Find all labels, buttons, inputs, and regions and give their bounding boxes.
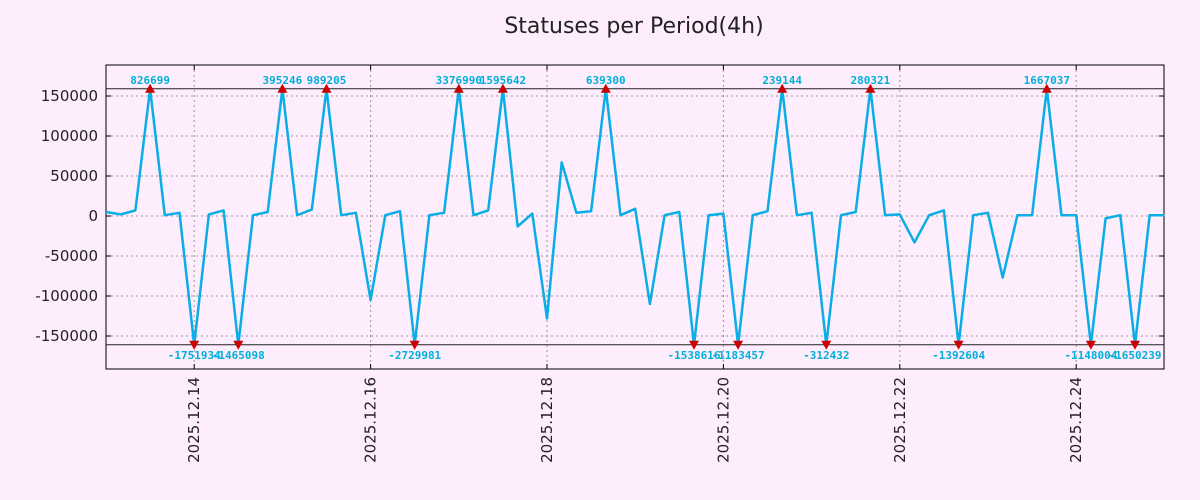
extreme-markers bbox=[145, 83, 1140, 350]
plot-area bbox=[105, 64, 1165, 370]
min-label: -1751934 bbox=[168, 349, 221, 362]
min-label: -1465098 bbox=[212, 349, 265, 362]
min-label: -312432 bbox=[803, 349, 849, 362]
max-marker bbox=[777, 83, 788, 93]
min-marker bbox=[689, 340, 699, 350]
x-tick-label: 2025.12.14 bbox=[185, 377, 203, 463]
x-tick-label: 2025.12.18 bbox=[538, 377, 556, 463]
min-label: -1148004 bbox=[1064, 349, 1117, 362]
max-label: 239144 bbox=[762, 74, 802, 87]
max-label: 280321 bbox=[851, 74, 891, 87]
x-tick-label: 2025.12.22 bbox=[891, 377, 909, 463]
y-tick-label: 50000 bbox=[50, 167, 98, 185]
max-label: 989205 bbox=[307, 74, 347, 87]
min-label: -2729981 bbox=[388, 349, 441, 362]
chart-title: Statuses per Period(4h) bbox=[504, 14, 764, 39]
x-tick-label: 2025.12.24 bbox=[1067, 377, 1085, 463]
x-tick-label: 2025.12.20 bbox=[714, 377, 732, 463]
max-marker bbox=[600, 83, 611, 93]
y-tick-label: -100000 bbox=[35, 287, 98, 305]
y-tick-label: -50000 bbox=[45, 247, 98, 265]
x-tick-label: 2025.12.16 bbox=[362, 377, 380, 463]
max-label: 395246 bbox=[263, 74, 303, 87]
max-label: 1595642 bbox=[480, 74, 526, 87]
min-label: -1538616 bbox=[668, 349, 721, 362]
min-marker bbox=[953, 340, 964, 350]
y-tick-label: 150000 bbox=[41, 87, 98, 105]
max-label: 3376990 bbox=[436, 74, 482, 87]
y-tick-label: 0 bbox=[88, 207, 98, 225]
min-label: -1183457 bbox=[712, 349, 765, 362]
y-tick-label: -150000 bbox=[35, 327, 98, 345]
max-label: 1667037 bbox=[1024, 74, 1070, 87]
max-marker bbox=[1041, 83, 1052, 93]
y-axis-ticks: 150000 100000 50000 0 -50000 -100000 -150000 bbox=[35, 87, 1164, 345]
min-label: -1650239 bbox=[1109, 349, 1162, 362]
extreme-labels: 826699 -1751934-1465098 395246 989205 -27299… bbox=[130, 74, 1161, 362]
max-marker bbox=[277, 83, 288, 93]
max-marker bbox=[497, 83, 508, 93]
min-marker bbox=[233, 340, 244, 350]
max-marker bbox=[321, 83, 332, 93]
x-axis-ticks: 2025.12.14 2025.12.16 2025.12.18 2025.12.20… bbox=[185, 65, 1085, 463]
min-marker bbox=[1130, 340, 1140, 350]
max-marker bbox=[145, 83, 156, 93]
min-marker bbox=[189, 340, 200, 350]
min-marker bbox=[821, 340, 832, 350]
min-marker bbox=[733, 340, 744, 350]
max-marker bbox=[865, 83, 876, 93]
max-label: 826699 bbox=[130, 74, 170, 87]
max-marker bbox=[453, 83, 464, 93]
min-marker bbox=[409, 340, 420, 350]
min-label: -1392604 bbox=[932, 349, 985, 362]
max-label: 639300 bbox=[586, 74, 626, 87]
y-tick-label: 100000 bbox=[41, 127, 98, 145]
min-marker bbox=[1085, 340, 1096, 350]
